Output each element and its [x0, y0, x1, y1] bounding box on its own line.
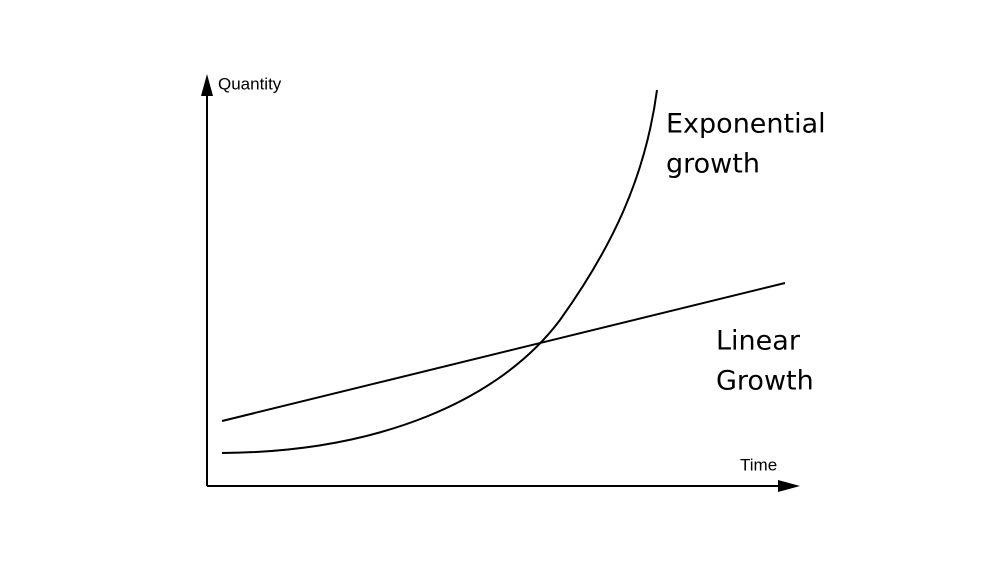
- y-axis-label: Quantity: [218, 74, 282, 93]
- curve-label: Linear: [716, 326, 801, 357]
- exponential-curve: [221, 89, 658, 454]
- curve-label: Growth: [716, 366, 814, 397]
- curve-label: Exponential: [666, 109, 826, 140]
- y-axis-arrow: [201, 74, 213, 96]
- x-axis-arrow: [778, 480, 800, 492]
- curve-label: growth: [666, 149, 760, 180]
- x-axis-label: Time: [740, 455, 777, 474]
- linear-curve: [221, 282, 786, 422]
